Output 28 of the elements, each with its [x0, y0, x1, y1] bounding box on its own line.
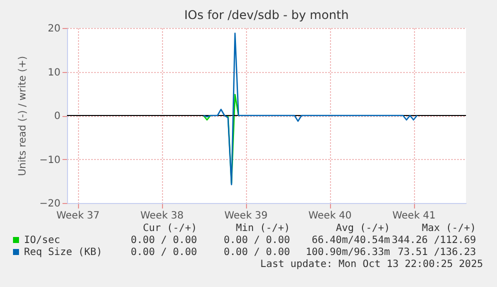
y-tick-label: −10	[39, 154, 60, 166]
x-tick-label: Week 39	[224, 210, 268, 222]
y-tick-label: 20	[48, 24, 60, 34]
text: 0.00 / 0.00	[130, 235, 197, 246]
chart-title: IOs for /dev/sdb - by month	[184, 8, 349, 22]
text: Avg (-/+)	[336, 223, 390, 234]
text: 100.90m/96.33m	[306, 247, 390, 258]
text: 344.26 /112.69	[392, 235, 476, 246]
text: 0.00 / 0.00	[224, 247, 290, 258]
text: 0.00 / 0.00	[224, 235, 290, 246]
x-tick-label: Week 41	[392, 210, 436, 222]
y-tick-label: −20	[39, 198, 60, 210]
text: Max (-/+)	[422, 223, 476, 234]
x-tick-label: Week 40	[308, 210, 352, 222]
text: Cur (-/+)	[142, 223, 197, 234]
text: Min (-/+)	[236, 223, 290, 234]
text: Last update: Mon Oct 13 22:00:25 2025	[260, 259, 483, 270]
line-series	[202, 32, 418, 186]
text: 73.51 /136.23	[398, 247, 476, 258]
legend-label: Req Size (KB)	[24, 247, 102, 258]
legend-label: IO/sec	[24, 235, 60, 246]
x-tick-label: Week 38	[140, 210, 184, 222]
text: 0.00 / 0.00	[130, 247, 197, 258]
x-tick-label: Week 37	[56, 210, 100, 222]
y-tick-label: 10	[48, 67, 60, 78]
y-axis-title: Units read (-) / write (+)	[17, 56, 28, 176]
y-tick-label: 0	[54, 111, 60, 122]
text: 66.40m/40.54m	[312, 235, 390, 246]
